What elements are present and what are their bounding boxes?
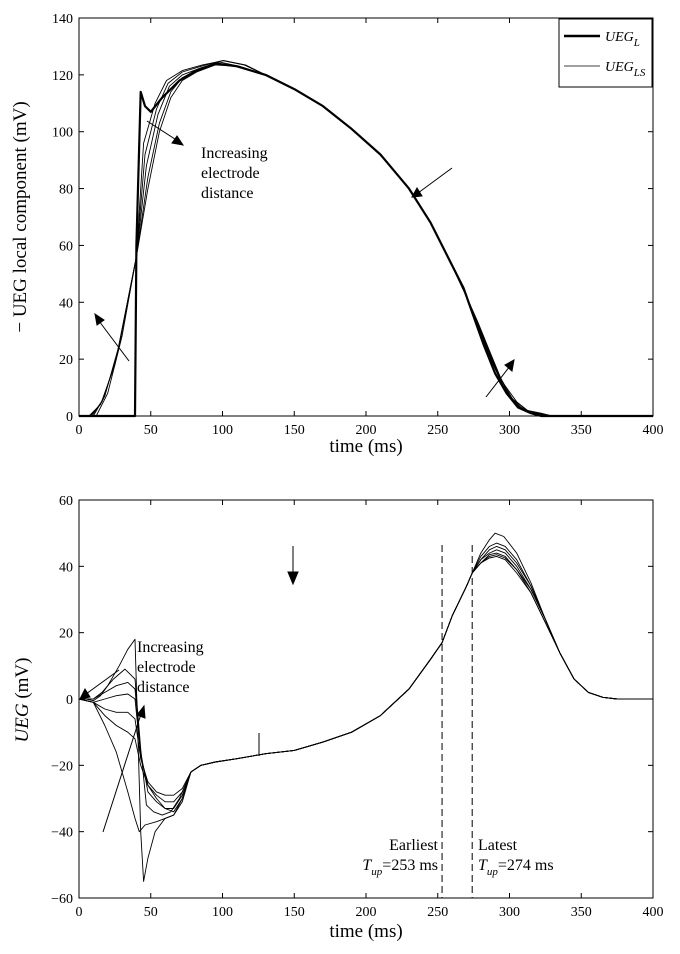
- bottom-arrow-4-head: [287, 571, 299, 586]
- bot-x-tick-label: 200: [356, 905, 377, 920]
- top-x-tick-label: 200: [356, 423, 377, 438]
- top-y-tick-label: 100: [52, 126, 73, 141]
- latest-label: Latest: [478, 837, 518, 854]
- bot-y-tick-label: 60: [59, 494, 73, 509]
- bot-x-tick-label: 250: [427, 905, 448, 920]
- bottom-arrow-1: [85, 669, 120, 695]
- bottom-x-ticks: 0 50 100 150 200 250 300 350 400: [76, 500, 664, 920]
- bottom-x-axis-label: time (ms): [329, 921, 402, 942]
- top-x-tick-label: 150: [284, 423, 305, 438]
- legend-entry-1: UEGL: [605, 30, 640, 49]
- top-series-line-6: [79, 60, 653, 417]
- top-arrow-1: [146, 120, 179, 142]
- top-arrow-2-head: [94, 312, 105, 326]
- earliest-tup-label: Tup=253 ms: [362, 857, 438, 878]
- top-x-tick-label: 400: [643, 423, 664, 438]
- bot-x-tick-label: 150: [284, 905, 305, 920]
- bottom-annotation-line-1: Increasing: [137, 639, 204, 656]
- top-x-tick-label: 350: [571, 423, 592, 438]
- bottom-series-group: [78, 532, 653, 882]
- bottom-arrow-2: [102, 713, 142, 833]
- bottom-annotation-line-3: distance: [137, 679, 189, 696]
- top-x-tick-label: 250: [427, 423, 448, 438]
- top-y-tick-label: 20: [59, 353, 73, 368]
- bot-x-tick-label: 400: [643, 905, 664, 920]
- bottom-plot-frame: [78, 499, 654, 899]
- top-x-ticks: 0 50 100 150 200 250 300 350 400: [76, 18, 664, 438]
- top-y-tick-label: 40: [59, 296, 73, 311]
- top-arrow-3: [417, 167, 453, 194]
- bottom-y-axis-label: UEG (mV): [12, 658, 33, 743]
- top-arrow-3-head: [411, 187, 423, 198]
- bottom-arrow-1-head: [79, 687, 91, 700]
- top-chart: 0 50 100 150 200 250 300 350 400 0 20 40 60 80 100 120…: [10, 12, 664, 457]
- bot-y-tick-label: −40: [51, 826, 73, 841]
- top-arrows: [94, 120, 515, 398]
- bot-y-tick-label: −20: [51, 759, 73, 774]
- bottom-annotation-line-2: electrode: [137, 659, 196, 676]
- bottom-arrow-2-head: [136, 704, 146, 719]
- top-y-tick-label: 60: [59, 239, 73, 254]
- top-x-tick-label: 0: [76, 423, 83, 438]
- bot-y-tick-label: 0: [66, 693, 73, 708]
- bot-x-tick-label: 0: [76, 905, 83, 920]
- top-legend: UEGL UEGLS: [558, 18, 653, 88]
- latest-tup-label: Tup=274 ms: [478, 857, 554, 878]
- top-annotation-line-2: electrode: [201, 165, 260, 182]
- top-y-tick-label: 80: [59, 183, 73, 198]
- top-annotation-line-1: Increasing: [201, 145, 268, 162]
- top-series-group: [79, 60, 653, 418]
- bottom-vlines: [441, 545, 473, 898]
- top-y-tick-label: 0: [66, 410, 73, 425]
- bot-y-tick-label: −60: [51, 892, 73, 907]
- top-arrow-4: [485, 365, 511, 398]
- top-arrow-2: [98, 320, 130, 362]
- top-x-tick-label: 100: [212, 423, 233, 438]
- top-arrow-1-head: [171, 135, 185, 146]
- top-x-tick-label: 300: [499, 423, 520, 438]
- top-y-tick-label: 140: [52, 12, 73, 27]
- bot-x-tick-label: 100: [212, 905, 233, 920]
- bot-y-tick-label: 40: [59, 560, 73, 575]
- bot-y-tick-label: 20: [59, 627, 73, 642]
- top-y-tick-label: 120: [52, 69, 73, 84]
- bottom-chart: 0 50 100 150 200 250 300 350 400 −60 −40 −20 0 20 40 6…: [12, 494, 664, 942]
- bot-x-tick-label: 300: [499, 905, 520, 920]
- top-y-axis-label: − UEG local component (mV): [10, 101, 31, 332]
- bottom-arrows: [79, 546, 299, 833]
- top-y-ticks: 0 20 40 60 80 100 120 140: [52, 12, 653, 425]
- bot-x-tick-label: 50: [144, 905, 158, 920]
- top-x-tick-label: 50: [144, 423, 158, 438]
- legend-entry-2: UEGLS: [605, 60, 646, 79]
- legend-box: [558, 18, 653, 88]
- top-arrow-4-head: [504, 359, 515, 372]
- earliest-label: Earliest: [389, 837, 438, 854]
- top-annotation-line-3: distance: [201, 185, 253, 202]
- bot-series-line-7: [78, 555, 653, 833]
- bot-x-tick-label: 350: [571, 905, 592, 920]
- top-x-axis-label: time (ms): [329, 436, 402, 457]
